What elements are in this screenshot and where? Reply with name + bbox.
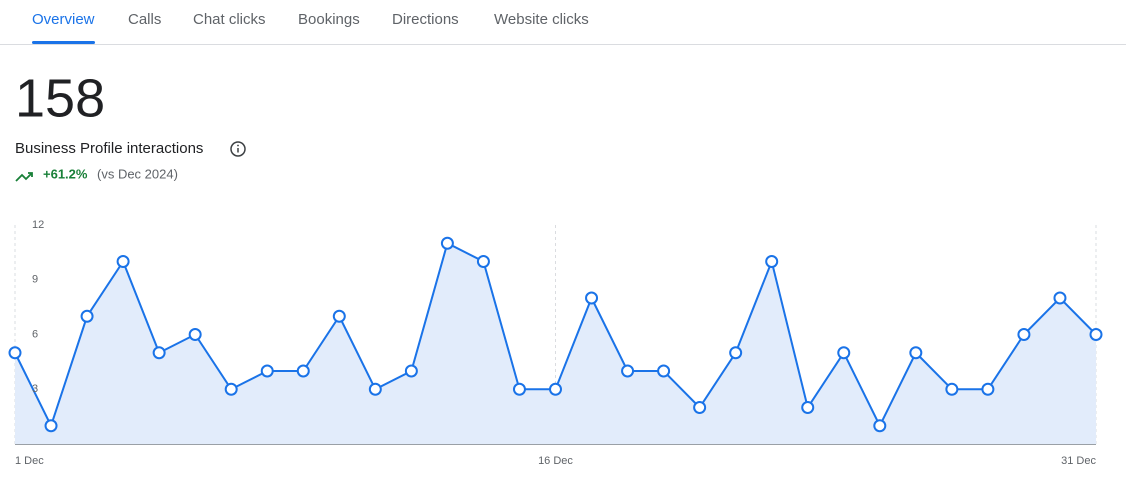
x-tick-label: 31 Dec: [1061, 455, 1096, 467]
point[interactable]: [693, 401, 707, 414]
tab[interactable]: Bookings: [298, 11, 360, 28]
point[interactable]: [116, 255, 130, 268]
point[interactable]: [224, 382, 238, 396]
point[interactable]: [8, 346, 22, 360]
point[interactable]: [80, 309, 94, 323]
tab[interactable]: Overview: [32, 11, 95, 28]
point[interactable]: [44, 419, 58, 433]
trend-icon: [15, 172, 33, 182]
point[interactable]: [585, 291, 599, 305]
point[interactable]: [729, 346, 743, 360]
point[interactable]: [1017, 328, 1031, 341]
y-tick-label: 6: [32, 328, 38, 340]
point[interactable]: [909, 346, 923, 360]
point[interactable]: [801, 401, 815, 414]
tab[interactable]: Chat clicks: [193, 11, 266, 28]
point[interactable]: [765, 255, 779, 268]
point[interactable]: [332, 309, 346, 323]
point[interactable]: [476, 255, 490, 268]
y-tick-label: 9: [32, 274, 38, 286]
point[interactable]: [657, 364, 671, 378]
point[interactable]: [260, 364, 274, 378]
tab[interactable]: Website clicks: [494, 11, 589, 28]
point[interactable]: [188, 328, 202, 341]
area: [15, 243, 1096, 444]
point[interactable]: [981, 382, 995, 396]
change-value: +61.2%: [43, 166, 88, 181]
tab-indicator: [32, 41, 95, 44]
point[interactable]: [945, 382, 959, 396]
x-tick-label: 16 Dec: [538, 455, 573, 467]
tab[interactable]: Directions: [392, 11, 459, 28]
x-tick-label: 1 Dec: [15, 455, 44, 467]
point[interactable]: [296, 364, 310, 378]
point[interactable]: [440, 236, 454, 250]
point[interactable]: [621, 364, 635, 378]
point[interactable]: [837, 346, 851, 360]
info-icon[interactable]: [230, 141, 246, 157]
metric-label: Business Profile interactions: [15, 140, 203, 157]
point[interactable]: [404, 364, 418, 378]
point[interactable]: [873, 419, 887, 433]
point[interactable]: [152, 346, 166, 360]
point[interactable]: [1053, 291, 1067, 305]
point[interactable]: [512, 382, 526, 396]
total-value: 158: [15, 68, 105, 128]
point[interactable]: [368, 382, 382, 396]
comparison-label: (vs Dec 2024): [97, 166, 178, 181]
y-tick-label: 12: [32, 219, 44, 231]
point[interactable]: [549, 382, 562, 396]
y-tick-label: 3: [32, 383, 38, 395]
point[interactable]: [1089, 328, 1103, 341]
tab[interactable]: Calls: [128, 11, 161, 28]
